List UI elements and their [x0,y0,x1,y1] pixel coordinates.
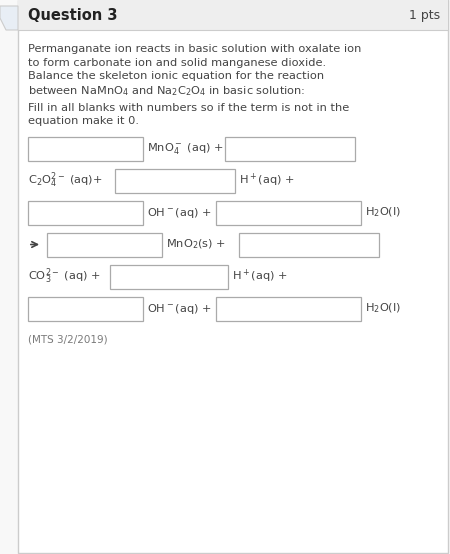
Polygon shape [0,6,18,30]
Text: (MTS 3/2/2019): (MTS 3/2/2019) [28,335,108,345]
Text: H$^+$(aq) +: H$^+$(aq) + [232,268,288,285]
Text: H$_2$O(l): H$_2$O(l) [365,302,401,315]
Text: equation make it 0.: equation make it 0. [28,116,139,126]
FancyBboxPatch shape [110,264,228,289]
FancyBboxPatch shape [239,233,379,257]
Text: MnO$_4^-$ (aq) +: MnO$_4^-$ (aq) + [147,141,224,156]
Text: to form carbonate ion and solid manganese dioxide.: to form carbonate ion and solid manganes… [28,58,326,68]
FancyBboxPatch shape [225,136,355,161]
Text: Permanganate ion reacts in basic solution with oxalate ion: Permanganate ion reacts in basic solutio… [28,44,361,54]
FancyBboxPatch shape [18,0,448,553]
FancyBboxPatch shape [28,136,143,161]
FancyBboxPatch shape [47,233,162,257]
FancyBboxPatch shape [28,296,143,321]
Text: Fill in all blanks with numbers so if the term is not in the: Fill in all blanks with numbers so if th… [28,103,349,113]
Text: 1 pts: 1 pts [409,9,440,23]
Text: H$^+$(aq) +: H$^+$(aq) + [239,172,295,189]
Text: OH$^-$(aq) +: OH$^-$(aq) + [147,301,212,315]
Text: H$_2$O(l): H$_2$O(l) [365,206,401,219]
FancyBboxPatch shape [115,168,235,192]
Text: MnO$_2$(s) +: MnO$_2$(s) + [166,238,226,252]
Text: between NaMnO$_4$ and Na$_2$C$_2$O$_4$ in basic solution:: between NaMnO$_4$ and Na$_2$C$_2$O$_4$ i… [28,85,306,98]
Text: C$_2$O$_4^{2-}$ (aq)+: C$_2$O$_4^{2-}$ (aq)+ [28,171,103,191]
FancyBboxPatch shape [18,0,448,30]
FancyBboxPatch shape [28,201,143,224]
Text: OH$^-$(aq) +: OH$^-$(aq) + [147,206,212,219]
FancyBboxPatch shape [216,296,361,321]
Text: Balance the skeleton ionic equation for the reaction: Balance the skeleton ionic equation for … [28,71,324,81]
Text: Question 3: Question 3 [28,8,117,23]
Text: CO$_3^{2-}$ (aq) +: CO$_3^{2-}$ (aq) + [28,266,101,286]
FancyBboxPatch shape [216,201,361,224]
